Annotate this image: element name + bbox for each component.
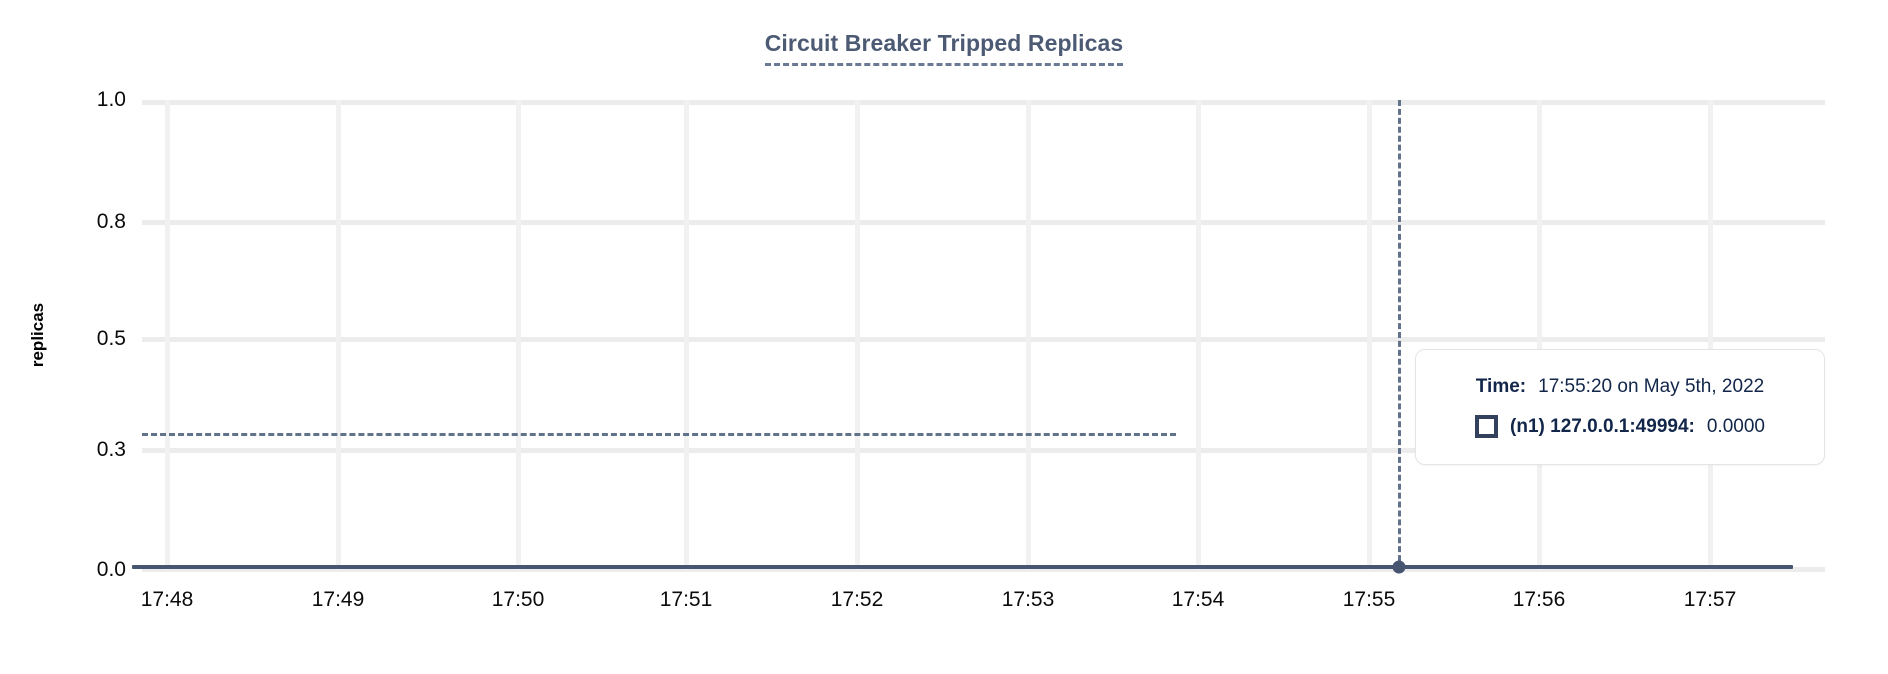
x-tick-label: 17:54 [1171, 588, 1225, 611]
y-tick-label: 1.0 [96, 88, 126, 111]
hover-tooltip: Time: 17:55:20 on May 5th, 2022 (n1) 127… [1415, 349, 1825, 465]
x-tick-label: 17:48 [140, 588, 194, 611]
gridline-vertical [516, 100, 521, 570]
y-tick-label: 0.8 [96, 210, 126, 233]
tooltip-series-label: (n1) 127.0.0.1:49994: [1510, 415, 1695, 437]
gridline-vertical [165, 100, 170, 570]
tooltip-time-row: Time: 17:55:20 on May 5th, 2022 [1436, 376, 1804, 398]
y-tick-label: 0.0 [96, 558, 126, 581]
x-tick-label: 17:52 [830, 588, 884, 611]
series-line [132, 565, 1793, 569]
tooltip-time-label: Time: [1475, 376, 1527, 397]
gridline-vertical [1367, 100, 1372, 570]
gridline-vertical [336, 100, 341, 570]
gridline-horizontal [142, 448, 1825, 453]
series-data-point[interactable] [1392, 560, 1406, 574]
gridline-vertical [1537, 100, 1542, 570]
crosshair-vertical [1398, 100, 1401, 570]
series-color-swatch-icon [1475, 415, 1499, 438]
tooltip-series-value: 0.0000 [1706, 415, 1765, 437]
tooltip-time-value: 17:55:20 on May 5th, 2022 [1538, 376, 1765, 397]
x-tick-label: 17:56 [1512, 588, 1566, 611]
gridline-horizontal [142, 567, 1825, 572]
chart-title-text: Circuit Breaker Tripped Replicas [764, 30, 1124, 66]
chart-title: Circuit Breaker Tripped Replicas [0, 30, 1888, 66]
gridline-horizontal [142, 100, 1825, 105]
x-tick-label: 17:57 [1683, 588, 1737, 611]
x-tick-label: 17:55 [1342, 588, 1396, 611]
y-tick-label: 0.3 [96, 438, 126, 461]
plot-area [132, 100, 1825, 574]
gridline-vertical [1196, 100, 1201, 570]
x-tick-label: 17:50 [491, 588, 545, 611]
gridline-vertical [1708, 100, 1713, 570]
crosshair-horizontal [142, 433, 1176, 436]
y-tick-label: 0.5 [96, 327, 126, 350]
gridline-horizontal [142, 220, 1825, 225]
gridline-vertical [684, 100, 689, 570]
x-tick-label: 17:51 [659, 588, 713, 611]
gridline-vertical [1026, 100, 1031, 570]
x-tick-label: 17:53 [1001, 588, 1055, 611]
gridline-vertical [855, 100, 860, 570]
tooltip-series-row: (n1) 127.0.0.1:49994: 0.0000 [1436, 415, 1804, 438]
x-tick-label: 17:49 [311, 588, 365, 611]
gridline-horizontal [142, 337, 1825, 342]
